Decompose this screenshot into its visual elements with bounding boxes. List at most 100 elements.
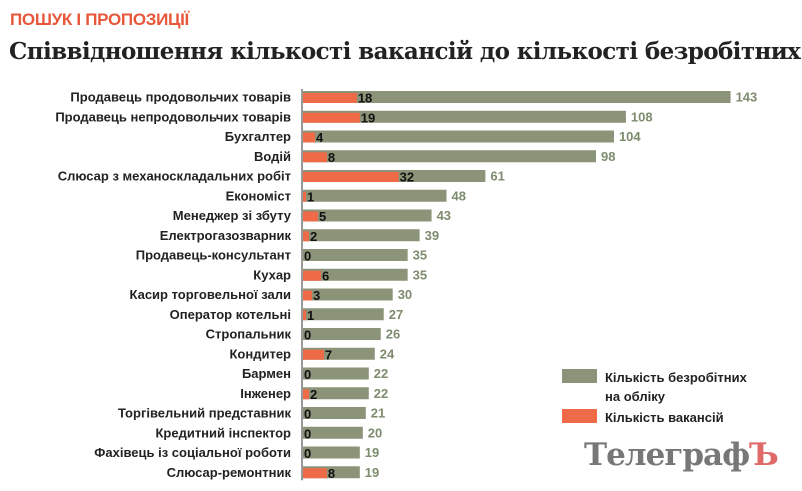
value-label-unemployed: 24 <box>380 346 395 361</box>
bar-unemployed <box>303 446 360 459</box>
bar-vacancies <box>303 310 306 321</box>
category-label: Водій <box>254 149 291 164</box>
value-label-vacancies: 3 <box>313 288 320 303</box>
legend-label-line2: на обліку <box>605 389 665 404</box>
chart-title: Співвідношення кількості вакансій до кіл… <box>9 38 801 65</box>
bar-unemployed <box>303 130 614 143</box>
bar-unemployed <box>303 308 384 321</box>
value-label-unemployed: 104 <box>619 129 641 144</box>
legend-item-unemployed: Кількість безробітних на обліку <box>562 368 775 406</box>
category-label: Торгівельний представник <box>118 406 292 421</box>
bar-vacancies <box>303 349 324 360</box>
category-label: Бармен <box>242 366 291 381</box>
value-label-unemployed: 39 <box>425 228 439 243</box>
legend-label: Кількість безробітних <box>605 370 747 385</box>
value-label-unemployed: 22 <box>374 366 388 381</box>
value-label-unemployed: 19 <box>365 465 379 480</box>
bar-vacancies <box>303 290 312 301</box>
legend: Кількість безробітних на обліку Кількість… <box>562 368 775 429</box>
bar-unemployed <box>303 150 597 163</box>
value-label-unemployed: 20 <box>368 425 382 440</box>
legend-swatch-vacancies <box>562 409 597 423</box>
value-label-vacancies: 19 <box>361 110 375 125</box>
bar-vacancies <box>303 468 327 479</box>
value-label-unemployed: 26 <box>386 327 400 342</box>
bar-vacancies <box>303 93 357 103</box>
bar-unemployed <box>303 426 363 439</box>
bar-unemployed <box>303 91 731 103</box>
value-label-vacancies: 0 <box>304 249 311 264</box>
category-label: Слюсар з механоскладальних робіт <box>58 169 291 184</box>
value-label-vacancies: 1 <box>307 308 314 323</box>
value-label-vacancies: 0 <box>304 407 311 422</box>
category-label: Кондитер <box>229 346 291 361</box>
value-label-vacancies: 8 <box>328 150 335 165</box>
category-label: Кредитний інспектор <box>155 425 291 440</box>
value-label-unemployed: 21 <box>371 406 385 421</box>
value-label-unemployed: 27 <box>389 307 403 322</box>
value-label-vacancies: 6 <box>322 268 329 283</box>
value-label-unemployed: 143 <box>736 90 758 105</box>
bar-vacancies <box>303 270 321 281</box>
category-label: Слюсар-ремонтник <box>167 465 292 480</box>
value-label-vacancies: 2 <box>310 387 317 402</box>
category-label: Бухгалтер <box>225 129 291 144</box>
value-label-vacancies: 5 <box>319 209 326 224</box>
category-label: Продавець продовольчих товарів <box>70 90 291 105</box>
value-label-vacancies: 0 <box>304 367 311 382</box>
bar-unemployed <box>303 189 447 202</box>
bar-vacancies <box>303 112 360 123</box>
bar-vacancies <box>303 152 327 163</box>
value-label-vacancies: 0 <box>304 426 311 441</box>
category-label: Кухар <box>253 267 291 282</box>
bar-unemployed <box>303 407 366 419</box>
bar-unemployed <box>303 367 369 380</box>
bar-unemployed <box>303 328 381 340</box>
category-label: Економіст <box>226 188 291 203</box>
value-label-vacancies: 2 <box>310 229 317 244</box>
bar-vacancies <box>303 211 318 222</box>
legend-label: Кількість вакансій <box>605 410 724 425</box>
bar-unemployed <box>303 249 408 261</box>
category-label: Менеджер зі збуту <box>173 208 292 223</box>
bar-unemployed <box>303 387 369 400</box>
value-label-vacancies: 18 <box>358 91 372 106</box>
value-label-vacancies: 1 <box>307 189 314 204</box>
bar-unemployed <box>303 209 432 222</box>
value-label-unemployed: 61 <box>490 169 504 184</box>
value-label-vacancies: 7 <box>325 347 332 362</box>
bar-vacancies <box>303 132 315 143</box>
value-label-unemployed: 98 <box>601 149 615 164</box>
category-label: Електрогазозварник <box>160 228 292 243</box>
bar-unemployed <box>303 288 393 301</box>
value-label-unemployed: 22 <box>374 386 388 401</box>
value-label-vacancies: 0 <box>304 328 311 343</box>
value-label-unemployed: 30 <box>398 287 412 302</box>
value-label-unemployed: 48 <box>452 188 466 203</box>
category-label: Фахівець із соціальної роботи <box>94 445 291 460</box>
category-label: Оператор котельні <box>170 307 291 322</box>
category-label: Продавець-консультант <box>136 248 291 263</box>
bar-vacancies <box>303 231 309 242</box>
legend-swatch-unemployed <box>562 369 597 383</box>
value-label-unemployed: 43 <box>437 208 451 223</box>
value-label-vacancies: 32 <box>400 170 414 185</box>
bar-vacancies <box>303 172 399 182</box>
value-label-unemployed: 108 <box>631 109 653 124</box>
value-label-unemployed: 35 <box>413 267 427 282</box>
category-label: Інженер <box>240 386 291 401</box>
category-label: Продавець непродовольчих товарів <box>55 109 291 124</box>
value-label-unemployed: 35 <box>413 248 427 263</box>
value-label-vacancies: 0 <box>304 446 311 461</box>
section-kicker: ПОШУК І ПРОПОЗИЦІЇ <box>10 10 189 29</box>
bar-unemployed <box>303 229 420 242</box>
category-label: Касир торговельної зали <box>130 287 292 302</box>
telegraf-logo: ТелеграфЪ <box>584 437 779 473</box>
bar-vacancies <box>303 191 306 202</box>
value-label-unemployed: 19 <box>365 445 379 460</box>
value-label-vacancies: 8 <box>328 466 335 481</box>
bar-unemployed <box>303 268 408 281</box>
bar-unemployed <box>303 110 626 123</box>
category-label: Стропальник <box>206 327 292 342</box>
